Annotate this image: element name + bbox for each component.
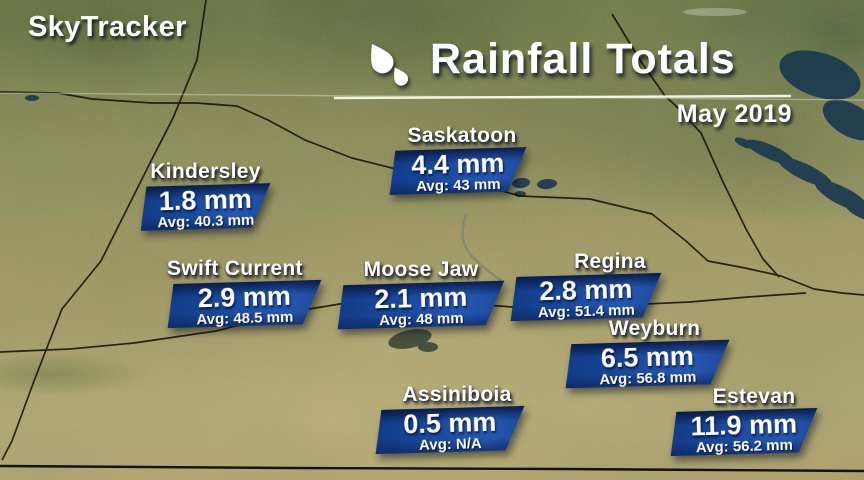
station-saskatoon: Saskatoon 4.4 mm Avg: 43 mm [389, 123, 527, 193]
station-swift-current: Swift Current 2.9 mm Avg: 48.5 mm [167, 256, 322, 326]
us-border-line [0, 464, 864, 473]
city-label: Saskatoon [407, 124, 517, 147]
lake-shapes [25, 50, 864, 222]
city-label: Swift Current [167, 257, 303, 280]
skytracker-logo: SkyTracker [28, 11, 187, 43]
road-southwest [1, 0, 207, 461]
page-title: Rainfall Totals [430, 35, 736, 83]
station-moose-jaw: Moose Jaw 2.1 mm Avg: 48 mm [337, 257, 505, 327]
river-line [461, 213, 503, 283]
city-label: Moose Jaw [363, 258, 479, 281]
highway-northeast [611, 13, 780, 278]
city-label: Assiniboia [402, 383, 512, 406]
rainfall-average: Avg: 40.3 mm [157, 211, 255, 232]
date-label: May 2019 [676, 100, 792, 128]
rainfall-value: 2.9 mm [197, 280, 292, 314]
raindrops-icon [360, 40, 418, 92]
rainfall-value: 4.4 mm [410, 147, 505, 181]
title-divider [333, 94, 792, 100]
rain-banner: 11.9 mm Avg: 56.2 mm [669, 408, 818, 456]
rain-banner: 6.5 mm Avg: 56.8 mm [564, 340, 730, 389]
rain-banner: 2.1 mm Avg: 48 mm [336, 281, 505, 330]
rainfall-value: 0.5 mm [402, 406, 497, 440]
rain-banner: 1.8 mm Avg: 40.3 mm [139, 183, 271, 231]
station-estevan: Estevan 11.9 mm Avg: 56.2 mm [670, 384, 818, 454]
rain-banner: 0.5 mm Avg: N/A [374, 406, 525, 454]
station-weyburn: Weyburn 6.5 mm Avg: 56.8 mm [565, 316, 730, 386]
old-wives-lake [388, 329, 438, 352]
rain-banner: 4.4 mm Avg: 43 mm [388, 147, 527, 195]
city-label: Kindersley [150, 160, 261, 183]
rainfall-value: 2.8 mm [538, 273, 633, 307]
city-label: Regina [574, 250, 646, 273]
rainfall-average: Avg: 48.5 mm [196, 308, 294, 329]
rain-banner: 2.8 mm Avg: 51.4 mm [509, 273, 662, 321]
rainfall-average: Avg: 43 mm [415, 175, 501, 196]
city-label: Weyburn [608, 317, 701, 340]
rainfall-average: Avg: N/A [418, 435, 483, 454]
cloud-wisp [683, 8, 747, 16]
station-assiniboia: Assiniboia 0.5 mm Avg: N/A [375, 382, 525, 452]
rain-banner: 2.9 mm Avg: 48.5 mm [166, 280, 322, 328]
station-regina: Regina 2.8 mm Avg: 51.4 mm [510, 249, 662, 319]
city-label: Estevan [712, 385, 796, 408]
station-kindersley: Kindersley 1.8 mm Avg: 40.3 mm [140, 159, 271, 229]
rainfall-value: 11.9 mm [690, 408, 798, 442]
